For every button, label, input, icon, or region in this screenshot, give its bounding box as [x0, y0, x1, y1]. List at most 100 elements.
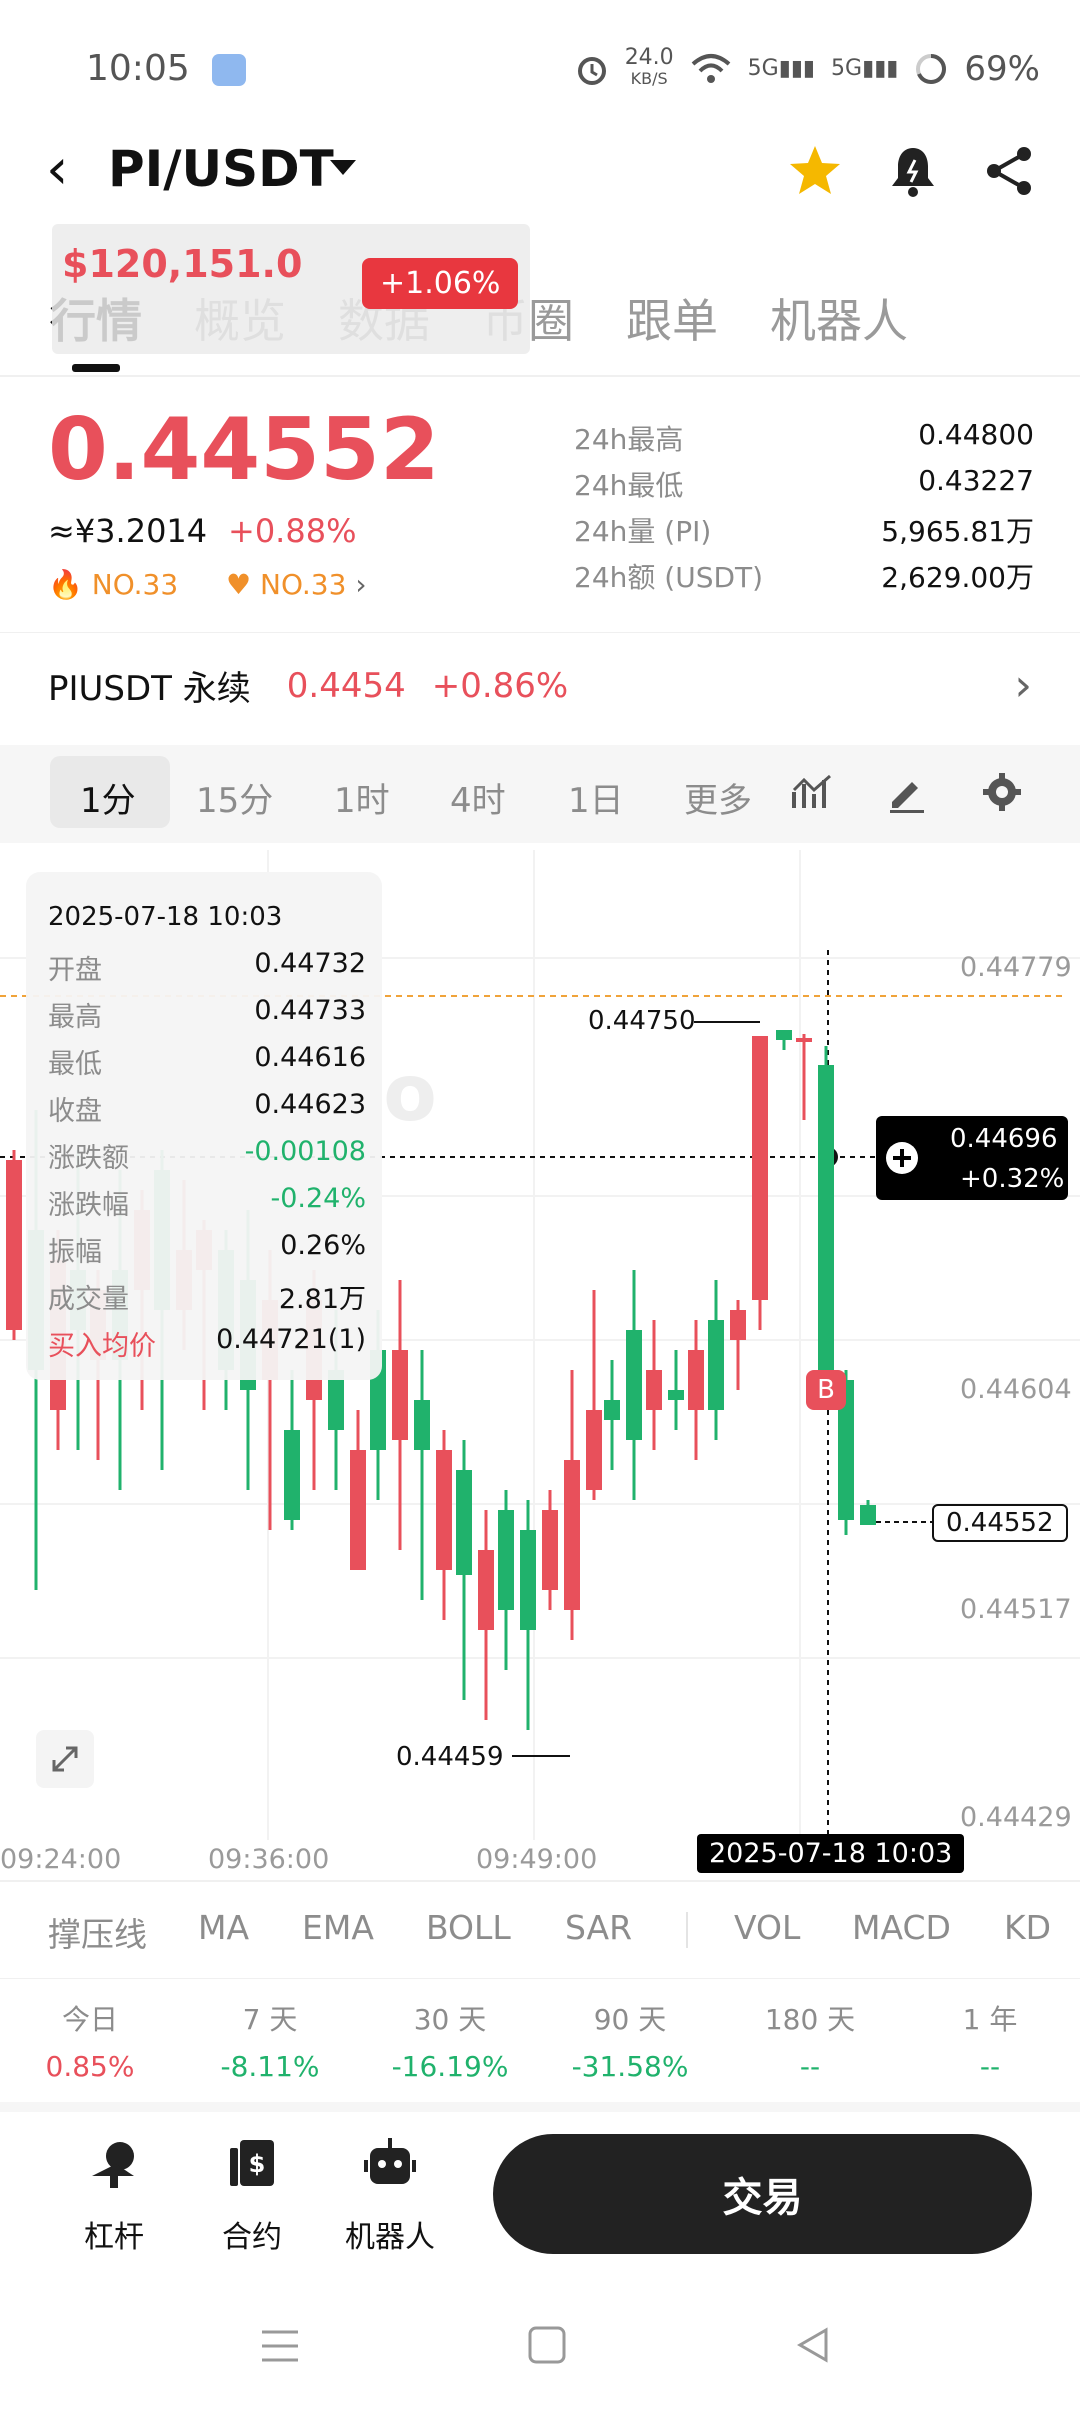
star-icon[interactable] — [784, 140, 846, 202]
info-row[interactable]: 买入均价 0.44721(1) — [48, 1324, 366, 1362]
home-icon[interactable] — [526, 2324, 568, 2366]
chevron-down-icon[interactable] — [330, 160, 356, 175]
perf-value: 0.85% — [45, 2050, 135, 2083]
net-speed: 24.0 KB/S — [624, 45, 674, 89]
x-tick: 09:24:00 — [0, 1844, 122, 1875]
candle — [414, 1400, 430, 1450]
back-button[interactable]: ‹ — [46, 137, 69, 202]
perf-label: 1 年 — [962, 2003, 1018, 2036]
perpetual-row[interactable]: PIUSDT 永续 0.4454 +0.86% › — [48, 660, 1032, 711]
pair-title[interactable]: PI/USDT — [108, 140, 334, 198]
trade-button[interactable]: 交易 — [493, 2134, 1032, 2254]
stat-row: 24h额 (USDT) 2,629.00万 — [574, 561, 1034, 594]
candle — [350, 1450, 366, 1570]
candle — [586, 1410, 602, 1490]
settings-icon[interactable] — [980, 770, 1024, 814]
timeframe-15m[interactable]: 15分 — [196, 781, 274, 821]
indicator-icon[interactable] — [790, 772, 834, 812]
contract-icon: $ — [230, 2140, 274, 2186]
stats-24h: 24h最高 0.44800 24h最低 0.43227 24h量 (PI) 5,965… — [574, 418, 1034, 602]
hot-rank[interactable]: 🔥 NO.33 — [48, 568, 179, 601]
draw-icon[interactable] — [884, 770, 928, 814]
high-marker: 0.44750 — [588, 1006, 696, 1036]
perf-label: 90 天 — [593, 2003, 667, 2036]
candle — [6, 1160, 22, 1330]
robot-icon — [364, 2138, 416, 2184]
wifi-icon — [691, 53, 730, 83]
candle — [542, 1510, 558, 1590]
nav-robot[interactable]: 机器人 — [330, 2136, 450, 2266]
timeframe-4h[interactable]: 4时 — [450, 781, 506, 821]
bell-icon[interactable] — [882, 140, 944, 202]
nav-leverage[interactable]: 杠杆 — [54, 2136, 174, 2266]
perf-label: 180 天 — [764, 2003, 856, 2036]
timeframe-more[interactable]: 更多 — [684, 781, 752, 821]
candle — [456, 1470, 472, 1575]
indicator-kd[interactable]: KD — [1004, 1908, 1052, 1947]
buy-marker[interactable]: B — [806, 1370, 846, 1410]
info-row: 振幅 0.26% — [48, 1230, 366, 1268]
last-price: 0.44552 — [48, 400, 440, 500]
last-price-tag: 0.44552 — [932, 1504, 1068, 1542]
indicator-boll[interactable]: BOLL — [426, 1908, 511, 1947]
indicator-support[interactable]: 撑压线 — [48, 1915, 147, 1954]
fav-rank[interactable]: ♥ NO.33 › — [226, 568, 367, 601]
indicator-vol[interactable]: VOL — [734, 1908, 801, 1947]
info-row: 收盘 0.44623 — [48, 1089, 366, 1127]
y-tick: 0.44604 — [960, 1374, 1072, 1405]
indicator-macd[interactable]: MACD — [852, 1908, 951, 1947]
candle — [436, 1450, 452, 1570]
indicator-ma[interactable]: MA — [198, 1908, 250, 1947]
candle — [708, 1320, 724, 1410]
candle — [284, 1430, 300, 1520]
candle — [478, 1550, 494, 1630]
candle — [646, 1370, 662, 1410]
share-icon[interactable] — [978, 140, 1040, 202]
y-tick: 0.44429 — [960, 1802, 1072, 1833]
perf-label: 今日 — [61, 2003, 118, 2036]
cursor-change: +0.32% — [960, 1164, 1065, 1194]
timeframe-1m[interactable]: 1分 — [80, 781, 136, 821]
nav-contract[interactable]: $ 合约 — [192, 2136, 312, 2266]
perf-label: 7 天 — [242, 2003, 298, 2036]
leverage-icon — [92, 2142, 134, 2188]
stat-row: 24h最低 0.43227 — [574, 464, 1034, 502]
candle — [730, 1310, 746, 1340]
info-row: 最高 0.44733 — [48, 995, 366, 1033]
floating-ticker-price: $120,151.0 — [62, 242, 303, 286]
timeframe-1h[interactable]: 1时 — [334, 781, 390, 821]
candle — [668, 1390, 684, 1400]
perf-label: 30 天 — [413, 2003, 487, 2036]
info-row: 涨跌幅 -0.24% — [48, 1183, 366, 1221]
signal-icon: 5G▮▮▮ — [831, 56, 899, 81]
divider — [0, 1978, 1080, 1979]
alarm-icon — [577, 56, 606, 85]
perpetual-price: 0.4454 — [286, 665, 406, 706]
y-tick: 0.44517 — [960, 1594, 1072, 1625]
menu-icon[interactable] — [258, 2326, 302, 2366]
perf-value: -- — [979, 2050, 1001, 2083]
back-nav-icon[interactable] — [792, 2324, 834, 2366]
ohlc-info-card: 2025-07-18 10:03 开盘 0.44732 最高 0.44733 最低 0… — [26, 872, 382, 1380]
candle — [752, 1036, 768, 1300]
tab-robot[interactable]: 机器人 — [770, 294, 908, 348]
indicator-ema[interactable]: EMA — [302, 1908, 374, 1947]
indicator-sar[interactable]: SAR — [565, 1908, 633, 1947]
x-tick: 09:36:00 — [208, 1844, 330, 1875]
info-row: 涨跌额 -0.00108 — [48, 1136, 366, 1174]
stat-row: 24h最高 0.44800 — [574, 418, 1034, 456]
signal-icon: 5G▮▮▮ — [747, 56, 816, 81]
perpetual-change: +0.86% — [431, 665, 569, 706]
candle — [604, 1400, 620, 1420]
tab-copy-trade[interactable]: 跟单 — [626, 294, 718, 348]
battery-icon — [916, 53, 947, 84]
expand-icon[interactable] — [36, 1730, 94, 1788]
timeframe-1d[interactable]: 1日 — [568, 781, 624, 821]
cursor-price: 0.44696 — [950, 1124, 1058, 1154]
info-row: 成交量 2.81万 — [48, 1284, 366, 1315]
perpetual-label: PIUSDT 永续 — [48, 669, 251, 709]
divider — [686, 1912, 688, 1948]
add-order-icon[interactable] — [884, 1140, 920, 1176]
divider — [0, 2102, 1080, 2112]
perf-value: -31.58% — [571, 2050, 689, 2083]
